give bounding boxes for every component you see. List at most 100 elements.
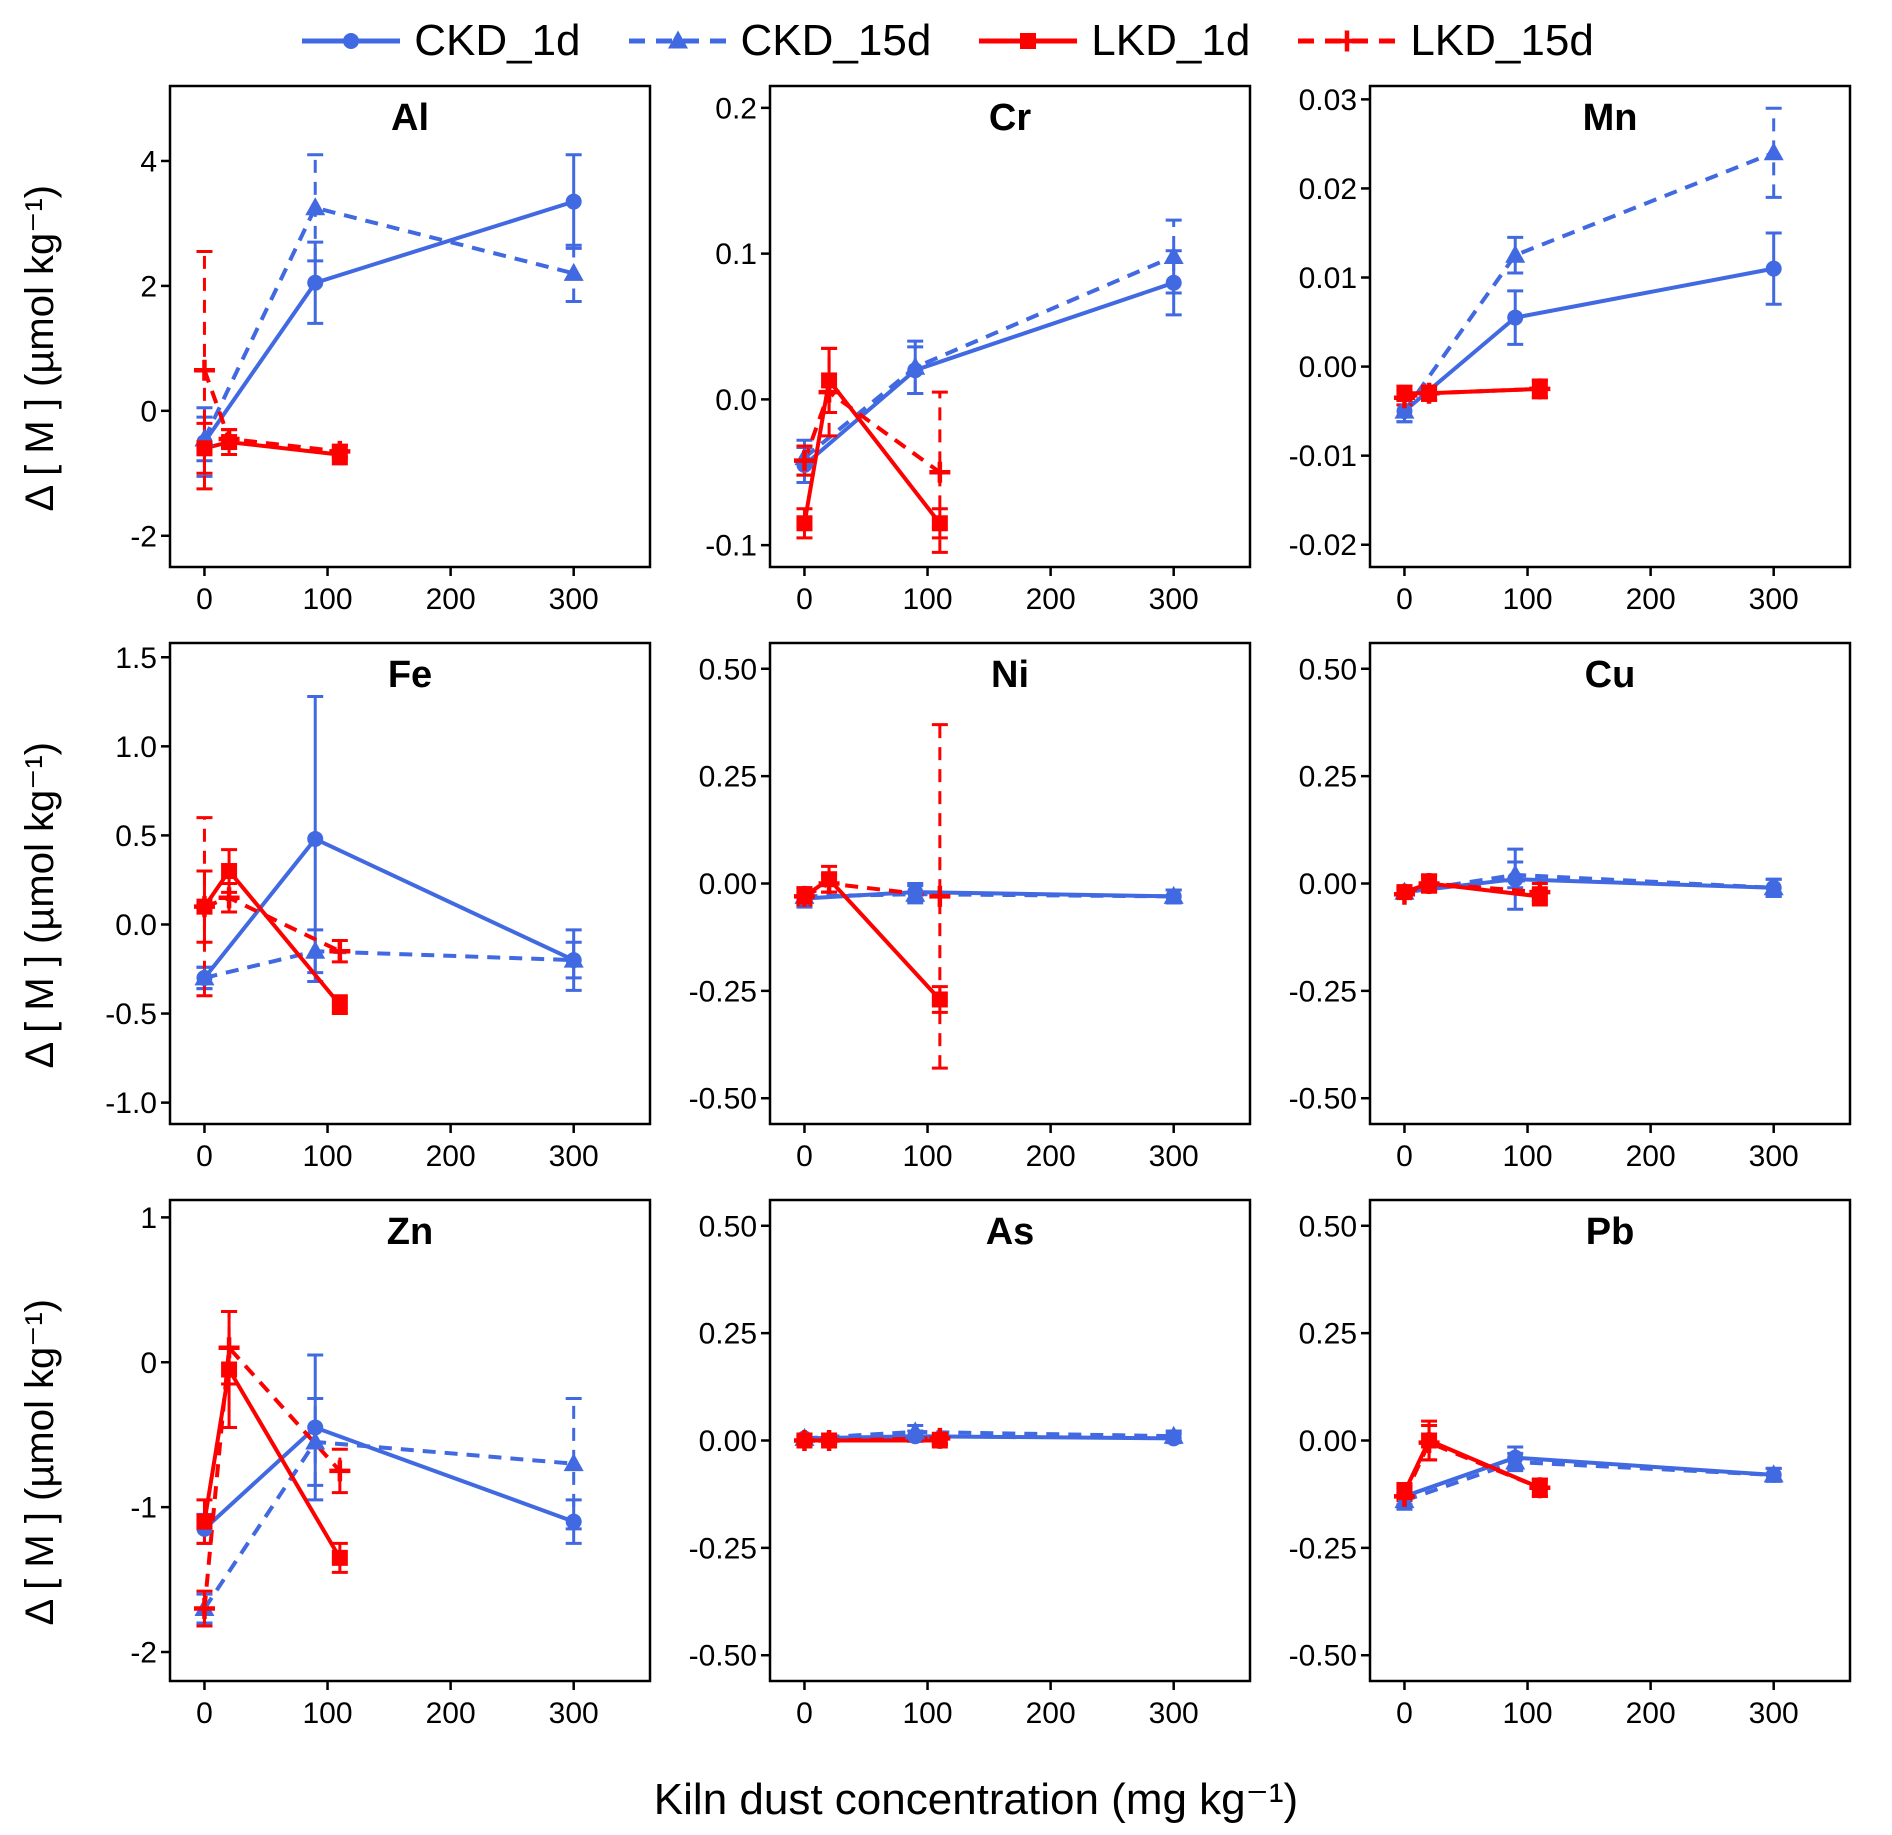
circle-marker bbox=[565, 1513, 582, 1530]
y-tick-label: 0.01 bbox=[1299, 262, 1357, 295]
y-tick-label: 0.02 bbox=[1299, 173, 1357, 206]
square-marker bbox=[796, 515, 813, 532]
y-tick-label: -0.5 bbox=[105, 998, 157, 1031]
y-tick-label: -0.25 bbox=[689, 975, 757, 1008]
x-tick-label: 0 bbox=[196, 1140, 213, 1173]
panel-title: Ni bbox=[991, 654, 1029, 696]
y-tick-label: 0.5 bbox=[115, 820, 157, 853]
error-bar-caps bbox=[931, 390, 948, 554]
square-marker bbox=[821, 372, 838, 389]
panel-border bbox=[1368, 1198, 1852, 1683]
legend-sample-CKD_1d bbox=[302, 33, 401, 49]
x-tick-label: 100 bbox=[303, 1697, 353, 1730]
circle-icon bbox=[343, 33, 360, 49]
plus-marker bbox=[193, 359, 215, 381]
y-tick-label: -0.50 bbox=[689, 1083, 757, 1116]
y-axis-label-text: Δ [ M ] (µmol kg⁻¹) bbox=[18, 742, 62, 1069]
triangle-marker bbox=[1163, 885, 1184, 904]
plus-marker bbox=[1418, 873, 1440, 894]
panel-title: Pb bbox=[1586, 1211, 1635, 1253]
chart-Cr: 0 100 200 300 -0.1 0.0 0.1 0.2 Cr bbox=[705, 84, 1252, 616]
x-tick-label: 200 bbox=[1026, 1140, 1076, 1173]
plus-marker bbox=[818, 873, 840, 894]
plus-icon bbox=[1336, 30, 1358, 52]
y-tick-label: 0.03 bbox=[1299, 84, 1357, 117]
y-tick-label: 0.1 bbox=[715, 238, 757, 271]
error-bar-caps bbox=[931, 723, 948, 1070]
y-tick-label: -0.25 bbox=[1289, 975, 1357, 1008]
plus-marker bbox=[818, 1430, 840, 1451]
legend-label-LKD_1d: LKD_1d bbox=[1091, 16, 1251, 65]
y-tick-label: -2 bbox=[130, 1637, 157, 1670]
x-tick-label: 0 bbox=[796, 583, 813, 616]
error-bar-caps bbox=[196, 421, 213, 475]
error-bar-caps bbox=[1165, 218, 1182, 295]
square-icon bbox=[1020, 33, 1037, 49]
chart-Zn: 0 100 200 300 -2 -1 0 1 Zn bbox=[130, 1198, 652, 1730]
x-tick-label: 300 bbox=[549, 1697, 599, 1730]
error-bar-caps bbox=[331, 1447, 348, 1495]
plus-marker bbox=[793, 450, 815, 472]
error-bar-caps bbox=[196, 816, 213, 998]
x-tick-label: 100 bbox=[303, 583, 353, 616]
circle-marker bbox=[307, 1419, 324, 1436]
x-tick-label: 300 bbox=[1749, 1697, 1799, 1730]
y-tick-label: 0.50 bbox=[1299, 653, 1357, 686]
panel-border bbox=[168, 84, 652, 569]
panel-title: Mn bbox=[1583, 97, 1638, 139]
circle-marker bbox=[1165, 274, 1182, 291]
error-bar-caps bbox=[307, 1396, 324, 1487]
y-tick-label: -0.25 bbox=[1289, 1532, 1357, 1565]
panel-Al: 0 100 200 300 -2 0 2 4 Al bbox=[70, 76, 670, 621]
x-tick-label: 100 bbox=[1503, 1140, 1553, 1173]
plus-marker bbox=[218, 428, 240, 450]
error-bar-caps bbox=[796, 507, 813, 540]
chart-Ni: 0 100 200 300 -0.50 -0.25 0.00 0.25 0.50 Ni bbox=[689, 641, 1252, 1173]
triangle-marker bbox=[305, 1431, 326, 1450]
legend: CKD_1d CKD_15d LKD_1d LKD_15d bbox=[10, 6, 1882, 76]
panel-border bbox=[1368, 84, 1852, 569]
plus-marker bbox=[329, 1460, 351, 1482]
error-bar-caps bbox=[821, 346, 838, 438]
square-marker bbox=[221, 1361, 238, 1378]
chart-Fe: 0 100 200 300 -1.0 -0.5 0.0 0.5 1.0 1.5 Fe bbox=[105, 641, 652, 1173]
triangle-marker bbox=[1163, 246, 1184, 265]
y-axis-label: Δ [ M ] (µmol kg⁻¹) bbox=[10, 76, 70, 621]
y-tick-label: 0.2 bbox=[715, 92, 757, 125]
square-marker bbox=[931, 991, 948, 1008]
x-tick-label: 100 bbox=[903, 1140, 953, 1173]
panel-title: Cu bbox=[1585, 654, 1636, 696]
series-markers-LKD_1d bbox=[196, 863, 348, 1013]
square-marker bbox=[221, 863, 238, 880]
y-tick-label: 0.0 bbox=[115, 909, 157, 942]
panel-title: Fe bbox=[388, 654, 432, 696]
x-tick-label: 100 bbox=[1503, 1697, 1553, 1730]
y-axis-label-text: Δ [ M ] (µmol kg⁻¹) bbox=[18, 185, 62, 512]
error-bar-caps bbox=[1507, 289, 1524, 346]
plus-marker bbox=[1529, 881, 1551, 903]
x-tick-label: 0 bbox=[796, 1697, 813, 1730]
circle-marker bbox=[1507, 309, 1524, 326]
triangle-icon bbox=[667, 30, 688, 49]
triangle-marker bbox=[1505, 1451, 1526, 1470]
y-tick-label: 0.0 bbox=[715, 384, 757, 417]
y-axis-label-text: Δ [ M ] (µmol kg⁻¹) bbox=[18, 1299, 62, 1626]
error-bar-caps bbox=[331, 1541, 348, 1574]
triangle-marker bbox=[1763, 877, 1784, 896]
error-bar-caps bbox=[565, 928, 582, 992]
panel-Cu: 0 100 200 300 -0.50 -0.25 0.00 0.25 0.50 Cu bbox=[1270, 633, 1870, 1178]
y-tick-label: 0.00 bbox=[1299, 868, 1357, 901]
chart-Pb: 0 100 200 300 -0.50 -0.25 0.00 0.25 0.50 Pb bbox=[1289, 1198, 1852, 1730]
plus-marker bbox=[929, 461, 951, 483]
series-markers-LKD_15d bbox=[1393, 873, 1551, 905]
x-tick-label: 200 bbox=[426, 583, 476, 616]
x-tick-label: 100 bbox=[303, 1140, 353, 1173]
triangle-marker bbox=[305, 197, 326, 216]
y-tick-label: 0.25 bbox=[699, 761, 757, 794]
series-markers-CKD_15d bbox=[194, 940, 584, 986]
x-tick-label: 200 bbox=[1626, 1697, 1676, 1730]
error-bar-caps bbox=[1507, 860, 1524, 890]
y-tick-label: 4 bbox=[140, 145, 157, 178]
plus-marker bbox=[793, 1430, 815, 1451]
